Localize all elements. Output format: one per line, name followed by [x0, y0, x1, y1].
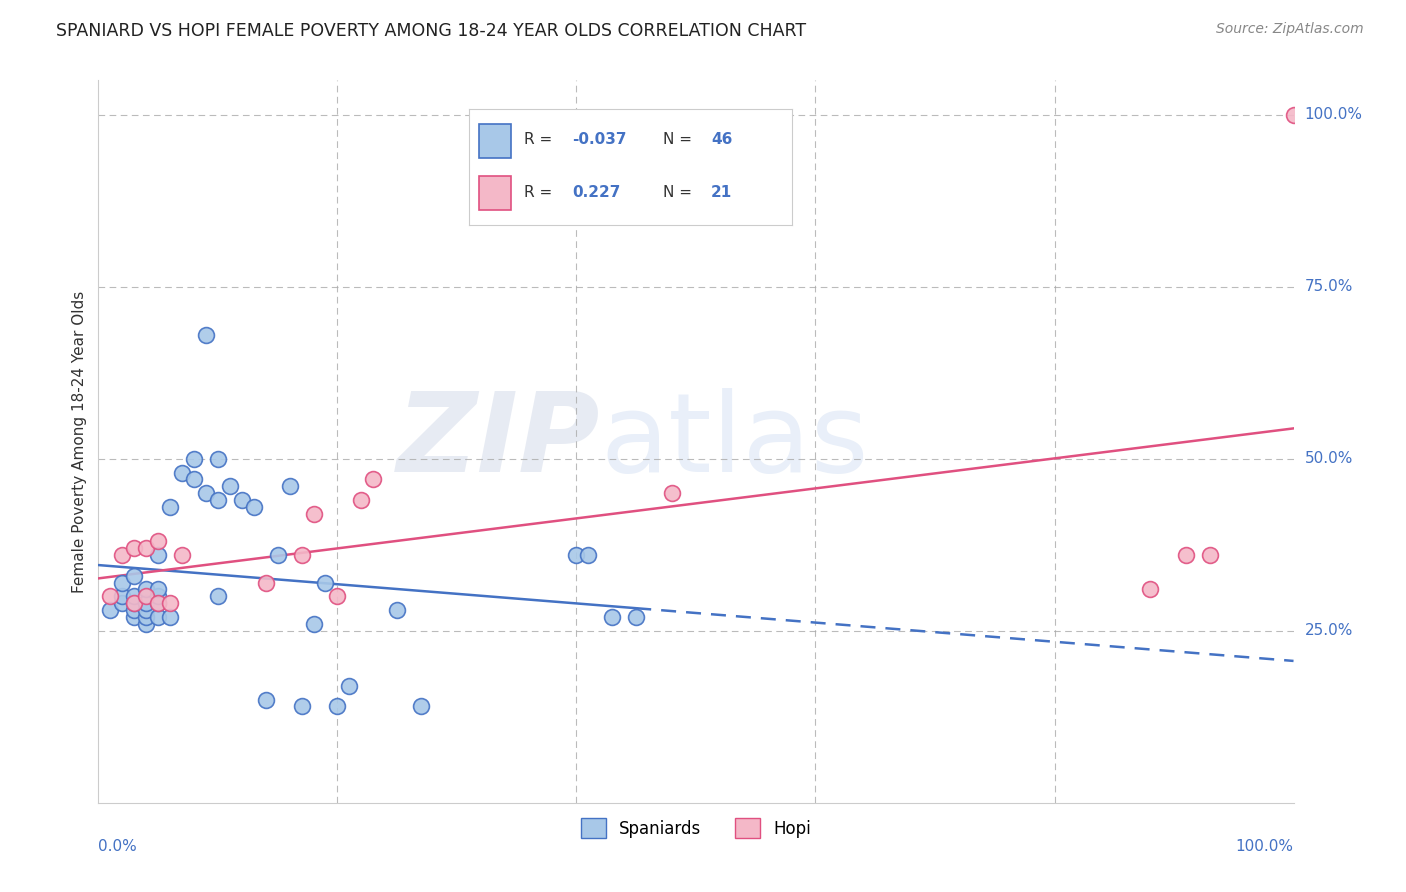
Point — [291, 699, 314, 714]
Point — [159, 596, 181, 610]
Point — [267, 548, 290, 562]
Point — [135, 603, 157, 617]
Text: Source: ZipAtlas.com: Source: ZipAtlas.com — [1216, 22, 1364, 37]
Text: atlas: atlas — [600, 388, 869, 495]
Point — [326, 699, 349, 714]
Point — [302, 616, 325, 631]
Point — [159, 610, 181, 624]
Point — [195, 486, 218, 500]
Point — [111, 590, 134, 604]
Point — [254, 692, 277, 706]
Point — [148, 596, 170, 610]
Point — [326, 590, 349, 604]
Point — [148, 548, 170, 562]
Point — [339, 679, 361, 693]
Point — [98, 590, 122, 604]
Point — [148, 534, 170, 549]
Point — [363, 472, 385, 486]
Point — [231, 493, 253, 508]
Point — [315, 575, 337, 590]
Point — [1282, 108, 1305, 122]
Point — [278, 479, 301, 493]
Text: 25.0%: 25.0% — [1305, 624, 1353, 639]
Point — [135, 541, 157, 556]
Point — [411, 699, 433, 714]
Text: 100.0%: 100.0% — [1305, 107, 1362, 122]
Point — [135, 596, 157, 610]
Point — [578, 548, 600, 562]
Point — [1139, 582, 1161, 597]
Text: 100.0%: 100.0% — [1236, 838, 1294, 854]
Point — [195, 327, 218, 342]
Point — [111, 596, 134, 610]
Point — [172, 548, 194, 562]
Point — [602, 610, 624, 624]
Point — [111, 548, 134, 562]
Text: ZIP: ZIP — [396, 388, 600, 495]
Point — [219, 479, 242, 493]
Y-axis label: Female Poverty Among 18-24 Year Olds: Female Poverty Among 18-24 Year Olds — [72, 291, 87, 592]
Point — [291, 548, 314, 562]
Point — [172, 466, 194, 480]
Point — [135, 616, 157, 631]
Point — [135, 590, 157, 604]
Point — [626, 610, 648, 624]
Point — [385, 603, 409, 617]
Point — [124, 603, 146, 617]
Point — [111, 575, 134, 590]
Point — [135, 610, 157, 624]
Text: 75.0%: 75.0% — [1305, 279, 1353, 294]
Legend: Spaniards, Hopi: Spaniards, Hopi — [574, 812, 818, 845]
Point — [135, 582, 157, 597]
Point — [159, 500, 181, 514]
Point — [1175, 548, 1198, 562]
Point — [124, 596, 146, 610]
Point — [148, 610, 170, 624]
Point — [661, 486, 683, 500]
Point — [183, 472, 205, 486]
Text: SPANIARD VS HOPI FEMALE POVERTY AMONG 18-24 YEAR OLDS CORRELATION CHART: SPANIARD VS HOPI FEMALE POVERTY AMONG 18… — [56, 22, 807, 40]
Point — [350, 493, 373, 508]
Point — [207, 451, 229, 466]
Point — [148, 582, 170, 597]
Point — [124, 610, 146, 624]
Point — [254, 575, 277, 590]
Point — [124, 568, 146, 582]
Point — [1199, 548, 1222, 562]
Point — [148, 590, 170, 604]
Point — [124, 541, 146, 556]
Point — [243, 500, 266, 514]
Text: 50.0%: 50.0% — [1305, 451, 1353, 467]
Point — [124, 590, 146, 604]
Text: 0.0%: 0.0% — [98, 838, 138, 854]
Point — [207, 493, 229, 508]
Point — [148, 596, 170, 610]
Point — [124, 596, 146, 610]
Point — [183, 451, 205, 466]
Point — [207, 590, 229, 604]
Point — [565, 548, 588, 562]
Point — [302, 507, 325, 521]
Point — [98, 603, 122, 617]
